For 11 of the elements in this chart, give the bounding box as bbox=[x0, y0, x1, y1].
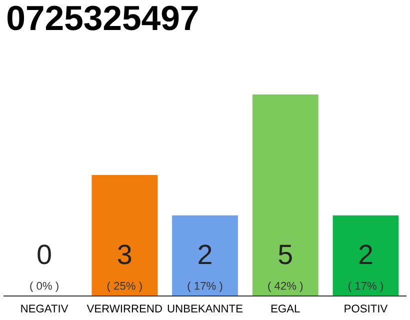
data-label: 0 ( 0% ) bbox=[30, 244, 58, 292]
x-tick-label: NEGATIV bbox=[21, 304, 68, 312]
x-tick-label: EGAL bbox=[271, 304, 300, 312]
x-tick-label: VERWIRREND bbox=[86, 304, 162, 312]
x-tick-label: UNBEKANNTE bbox=[168, 304, 242, 312]
data-label: 2 ( 17% ) bbox=[348, 244, 383, 292]
chart-title: 0725325497 bbox=[8, 6, 198, 30]
data-label: 5 ( 42% ) bbox=[268, 244, 303, 292]
data-label: 3 ( 25% ) bbox=[107, 244, 142, 292]
data-label: 2 ( 17% ) bbox=[188, 244, 222, 292]
x-tick-label: POSITIV bbox=[344, 304, 388, 312]
